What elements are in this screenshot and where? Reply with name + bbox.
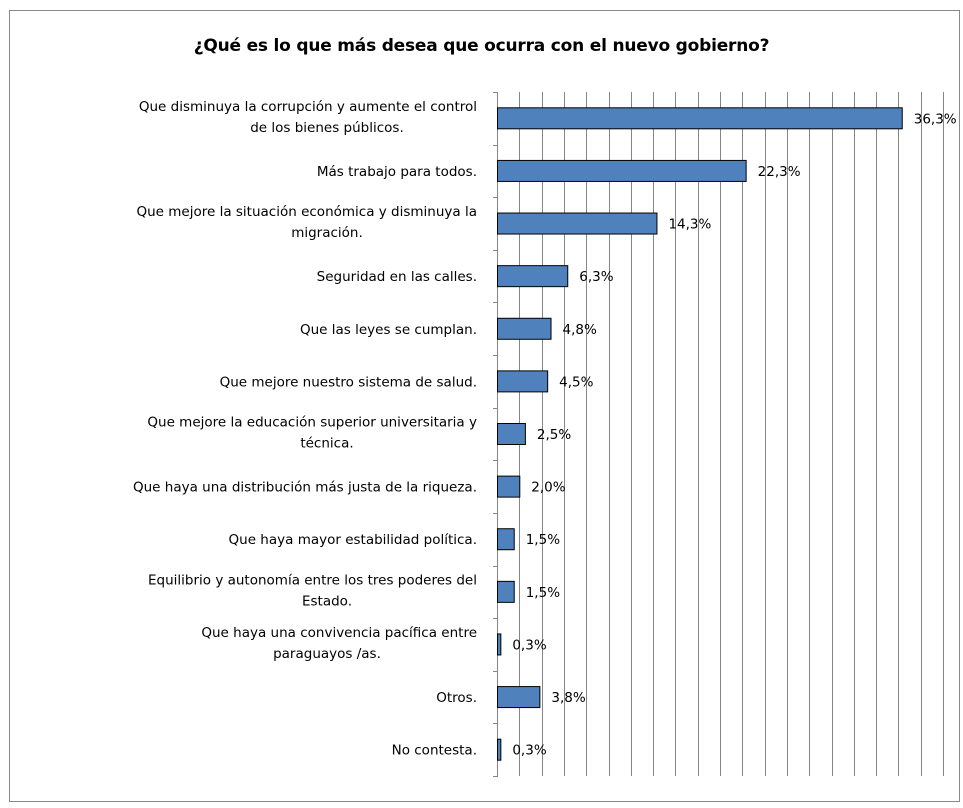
bar: [497, 423, 526, 445]
category-label: Que mejore nuestro sistema de salud.: [220, 374, 477, 390]
category-label: No contesta.: [392, 743, 477, 759]
bar: [497, 212, 658, 235]
chart-title: ¿Qué es lo que más desea que ocurra con …: [193, 36, 770, 56]
category-label: Estado.: [302, 593, 352, 609]
bar: [497, 633, 502, 656]
data-label: 22,3%: [758, 164, 801, 180]
data-label: 2,0%: [531, 480, 565, 496]
chart-frame: [9, 10, 960, 802]
category-label: Que haya una distribución más justa de l…: [133, 480, 477, 496]
data-label: 6,3%: [579, 269, 613, 285]
data-label: 3,8%: [551, 690, 585, 706]
bar: [497, 475, 521, 498]
data-label: 1,5%: [526, 585, 560, 601]
bar: [497, 738, 502, 761]
bar: [497, 686, 541, 709]
data-label: 4,5%: [559, 374, 593, 390]
bar: [497, 528, 515, 551]
category-label: Que haya mayor estabilidad política.: [229, 532, 477, 548]
data-label: 2,5%: [537, 427, 571, 443]
category-label: paraguayos /as.: [273, 646, 381, 662]
bar: [497, 159, 747, 182]
category-label: Que las leyes se cumplan.: [300, 322, 477, 338]
data-label: 4,8%: [563, 322, 597, 338]
category-label: Equilibrio y autonomía entre los tres po…: [148, 572, 477, 588]
category-label: técnica.: [300, 436, 353, 452]
bar: [497, 107, 903, 130]
gridlines: [519, 92, 944, 776]
bar: [497, 580, 515, 603]
bar: [497, 317, 552, 340]
category-label: Que mejore la situación económica y dism…: [136, 204, 477, 220]
category-label: Que haya una convivencia pacífica entre: [201, 625, 477, 641]
category-label: migración.: [291, 225, 363, 241]
data-label: 14,3%: [668, 217, 711, 233]
data-label: 0,3%: [512, 637, 546, 653]
bar: [497, 370, 549, 393]
category-label: Que disminuya la corrupción y aumente el…: [139, 99, 477, 115]
category-label: Seguridad en las calles.: [317, 269, 477, 285]
data-label: 0,3%: [512, 743, 546, 759]
category-label: de los bienes públicos.: [250, 120, 404, 136]
bar: [497, 265, 569, 288]
category-label: Otros.: [436, 690, 477, 706]
data-label: 36,3%: [914, 111, 957, 127]
category-label: Que mejore la educación superior univers…: [147, 415, 477, 431]
data-label: 1,5%: [526, 532, 560, 548]
category-label: Más trabajo para todos.: [317, 164, 477, 180]
